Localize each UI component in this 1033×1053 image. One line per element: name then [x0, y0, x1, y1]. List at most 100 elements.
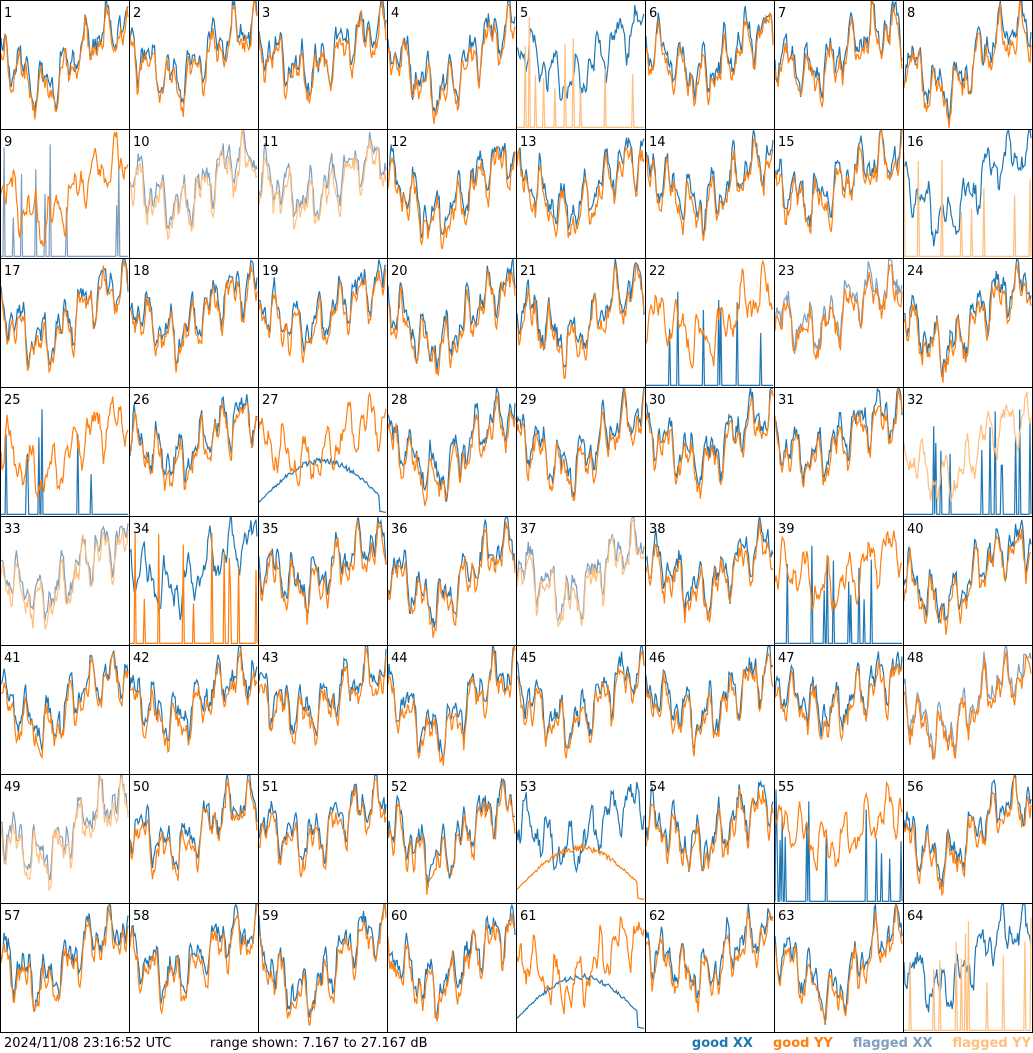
panel: 7	[774, 0, 904, 130]
legend-entry: flagged YY	[953, 1036, 1032, 1051]
xx-spectrum	[516, 645, 645, 749]
yy-spectrum	[516, 650, 645, 759]
panel-label: 8	[907, 6, 915, 21]
xx-spectrum	[645, 516, 774, 618]
panel: 36	[387, 516, 517, 646]
panel-label: 23	[778, 264, 795, 279]
panel-label: 14	[649, 135, 666, 150]
yy-spectrum	[645, 910, 774, 1013]
yy-spectrum	[645, 789, 774, 872]
legend-entry: good YY	[773, 1036, 833, 1051]
panel: 44	[387, 644, 517, 775]
panel-label: 58	[133, 909, 150, 924]
panel: 54	[645, 774, 775, 904]
panel-label: 24	[907, 264, 924, 279]
panel: 46	[645, 645, 775, 775]
panel: 20	[387, 258, 517, 388]
xx-spectrum	[258, 903, 387, 1018]
panel: 49	[0, 773, 130, 904]
panel: 1	[0, 0, 130, 130]
panel: 30	[645, 387, 775, 517]
panel-label: 50	[133, 780, 150, 795]
panel: 47	[774, 645, 904, 775]
panel: 63	[774, 902, 904, 1033]
panel-border	[0, 0, 130, 130]
panel-label: 51	[262, 780, 279, 795]
panel-label: 47	[778, 651, 795, 666]
yy-spectrum	[258, 0, 387, 104]
yy-spectrum	[904, 917, 1032, 1032]
panel: 37	[516, 516, 646, 646]
panel-label: 53	[520, 780, 537, 795]
yy-spectrum	[903, 0, 1032, 129]
xx-spectrum	[0, 773, 129, 881]
yy-spectrum	[387, 780, 516, 896]
xx-spectrum	[904, 409, 1032, 516]
panel-label: 60	[391, 909, 408, 924]
xx-spectrum	[258, 456, 387, 514]
xx-spectrum	[516, 781, 645, 874]
yy-spectrum	[129, 401, 258, 491]
panel: 23	[774, 258, 904, 388]
yy-spectrum	[516, 146, 645, 239]
panel: 22	[645, 258, 775, 388]
panel-label: 16	[907, 135, 924, 150]
panel-label: 61	[520, 909, 537, 924]
panel: 60	[387, 903, 517, 1033]
panel-label: 33	[4, 522, 21, 537]
xx-spectrum	[0, 523, 129, 621]
panel-label: 63	[778, 909, 795, 924]
xx-spectrum	[516, 972, 645, 1030]
xx-spectrum	[645, 903, 774, 999]
panel: 59	[258, 903, 388, 1033]
xx-spectrum	[645, 5, 774, 101]
panel-label: 52	[391, 780, 408, 795]
panel-label: 3	[262, 6, 270, 21]
panel: 6	[645, 0, 775, 130]
yy-spectrum	[645, 389, 774, 499]
panel: 16	[903, 128, 1033, 259]
panel-label: 1	[4, 6, 12, 21]
xx-spectrum	[0, 258, 129, 369]
panel-label: 42	[133, 651, 150, 666]
xx-spectrum	[129, 129, 258, 231]
panel-border	[258, 0, 388, 130]
panel: 21	[516, 258, 646, 388]
panel: 34	[129, 515, 259, 646]
yy-spectrum	[129, 264, 258, 373]
panel: 57	[0, 902, 130, 1033]
panel-label: 45	[520, 651, 537, 666]
panel-label: 44	[391, 651, 408, 666]
panel: 35	[258, 516, 388, 646]
panel: 11	[258, 129, 388, 259]
panel-label: 19	[262, 264, 279, 279]
panel: 42	[129, 645, 259, 775]
panel-label: 22	[649, 264, 666, 279]
yy-spectrum	[645, 259, 774, 370]
xx-spectrum	[903, 0, 1032, 121]
xx-spectrum	[516, 387, 645, 498]
yy-spectrum	[0, 260, 129, 375]
panel-label: 62	[649, 909, 666, 924]
panel: 53	[516, 774, 646, 904]
panel-label: 5	[520, 6, 528, 21]
panel-label: 35	[262, 522, 279, 537]
xx-spectrum	[1, 409, 128, 516]
panel: 33	[0, 516, 130, 646]
panel: 24	[903, 258, 1033, 388]
yy-spectrum	[774, 904, 903, 1025]
panel-label: 40	[907, 522, 924, 537]
yy-spectrum	[129, 776, 258, 881]
panel-label: 28	[391, 393, 408, 408]
xx-spectrum	[645, 645, 774, 750]
panel: 51	[258, 774, 388, 904]
panel-label: 27	[262, 393, 279, 408]
panel-label: 21	[520, 264, 537, 279]
yy-spectrum	[516, 915, 645, 1015]
panel: 12	[387, 129, 517, 259]
panel-label: 36	[391, 522, 408, 537]
panel: 64	[903, 903, 1033, 1033]
yy-spectrum	[258, 138, 387, 230]
yy-spectrum	[129, 0, 258, 117]
